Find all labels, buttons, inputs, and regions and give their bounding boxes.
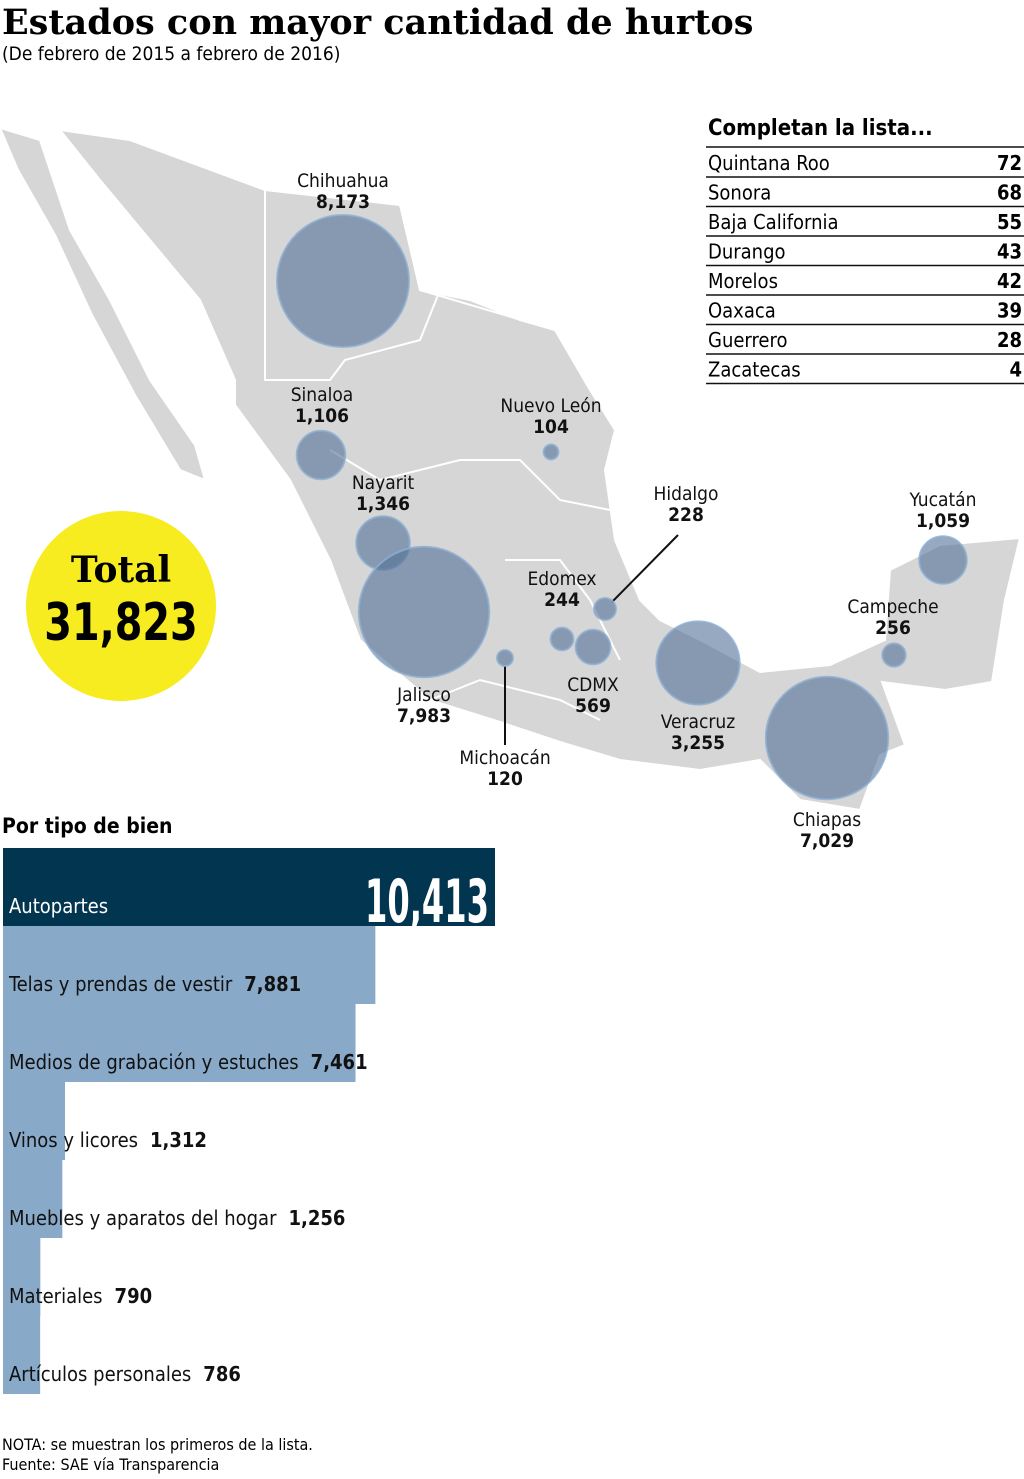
list-value: 43 [997, 240, 1022, 264]
state-value: 228 [668, 504, 704, 526]
bubble [276, 214, 410, 348]
state-value: 3,255 [671, 732, 725, 754]
bar-label: Vinos y licores [9, 1128, 138, 1152]
bar [3, 1238, 41, 1316]
state-name: Nayarit [352, 472, 415, 494]
list-name: Sonora [708, 181, 771, 205]
bar-value: 7,461 [311, 1050, 368, 1074]
bubble [496, 649, 514, 667]
state-value: 104 [533, 416, 569, 438]
state-name: Jalisco [396, 684, 451, 706]
list-title: Completan la lista... [708, 116, 933, 141]
state-value: 244 [544, 589, 580, 611]
bubble [655, 620, 741, 706]
state-name: CDMX [567, 674, 619, 696]
list-name: Oaxaca [708, 299, 776, 323]
state-name: Nuevo León [500, 395, 601, 417]
list-value: 72 [997, 151, 1022, 175]
list-value: 4 [1009, 358, 1022, 382]
list-name: Zacatecas [708, 358, 801, 382]
state-name: Yucatán [909, 489, 977, 511]
state-name: Campeche [847, 596, 938, 618]
list-value: 42 [997, 269, 1022, 293]
state-value: 1,106 [295, 405, 349, 427]
bar-value: 786 [203, 1362, 241, 1386]
bar [3, 1082, 65, 1160]
list-name: Durango [708, 240, 786, 264]
state-value: 8,173 [316, 191, 370, 213]
bar-label: Muebles y aparatos del hogar [9, 1206, 277, 1230]
state-value: 7,029 [800, 830, 854, 852]
list-name: Quintana Roo [708, 151, 830, 175]
bubble [574, 628, 612, 666]
bar-label: Medios de grabación y estuches [9, 1050, 299, 1074]
bar [3, 1160, 63, 1238]
list-name: Morelos [708, 269, 778, 293]
bar-label: Materiales [9, 1284, 103, 1308]
bar-label: Artículos personales [9, 1362, 191, 1386]
bar-label: Autopartes [9, 894, 108, 918]
state-name: Sinaloa [291, 384, 354, 406]
state-name: Chiapas [793, 809, 861, 831]
bar-value: 7,881 [244, 972, 301, 996]
bubble [295, 429, 347, 481]
bar [3, 848, 495, 926]
state-name: Michoacán [459, 747, 550, 769]
bar-value: 1,256 [288, 1206, 345, 1230]
state-name: Hidalgo [654, 483, 719, 505]
bar [3, 1316, 41, 1394]
bar [3, 926, 376, 1004]
bubble [357, 545, 491, 679]
bar-label: Telas y prendas de vestir [8, 972, 233, 996]
bar-value: 1,312 [150, 1128, 207, 1152]
list-value: 28 [997, 328, 1022, 352]
note: Fuente: SAE vía Transparencia [2, 1455, 219, 1474]
state-value: 120 [487, 768, 523, 790]
total-label: Total [71, 549, 171, 591]
title: Estados con mayor cantidad de hurtos [2, 2, 753, 43]
list-name: Guerrero [708, 328, 787, 352]
state-name: Edomex [527, 568, 596, 590]
bubble [542, 443, 560, 461]
leader-line [611, 534, 679, 603]
state-name: Chihuahua [297, 170, 389, 192]
list-value: 68 [997, 181, 1022, 205]
subtitle: (De febrero de 2015 a febrero de 2016) [2, 43, 340, 65]
total-value: 31,823 [44, 593, 197, 653]
note: NOTA: se muestran los primeros de la lis… [2, 1435, 313, 1454]
state-value: 1,346 [356, 493, 410, 515]
total-circle [26, 511, 216, 701]
bar-value: 790 [115, 1284, 153, 1308]
bar [3, 1004, 356, 1082]
state-value: 569 [575, 695, 611, 717]
bubble [549, 626, 575, 652]
list-value: 39 [997, 299, 1022, 323]
state-value: 1,059 [916, 510, 970, 532]
bubble [881, 642, 907, 668]
state-name: Veracruz [661, 711, 735, 733]
bar-value: 10,413 [365, 867, 489, 937]
bubble [764, 675, 890, 801]
state-value: 7,983 [397, 705, 451, 727]
state-value: 256 [875, 617, 911, 639]
bubble [918, 535, 968, 585]
list-value: 55 [997, 210, 1022, 234]
list-name: Baja California [708, 210, 839, 234]
bubble [592, 596, 618, 622]
chart-title: Por tipo de bien [2, 814, 172, 838]
